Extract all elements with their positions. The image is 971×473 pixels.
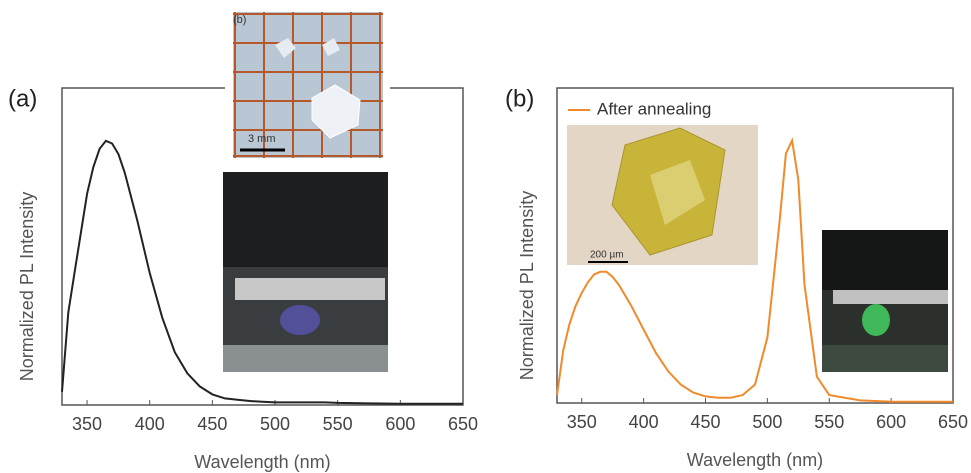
inset-label: 200 µm	[590, 250, 624, 261]
x-tick-label: 450	[690, 412, 720, 432]
y-axis-label: Normalized PL Intensity	[517, 191, 537, 380]
x-tick-label: 500	[260, 414, 290, 434]
x-tick-label: 550	[814, 412, 844, 432]
x-tick-label: 400	[135, 414, 165, 434]
plots: 350 400 450 500 550 600 650 Wavelength (nm) Norm…	[8, 85, 968, 471]
x-tick-label: 400	[629, 412, 659, 432]
inset-photo-grid: (b) 3 mm	[225, 8, 390, 163]
inset-label: (b)	[233, 14, 246, 26]
x-tick-label: 600	[876, 412, 906, 432]
x-tick-label: 450	[197, 414, 227, 434]
inset-photo-lens	[223, 172, 388, 372]
inset-photo-crystal: 200 µm	[567, 125, 758, 265]
x-tick-label: 350	[567, 412, 597, 432]
panel-label: (b)	[505, 85, 534, 112]
x-tick-label: 650	[448, 414, 478, 434]
plot-frame	[556, 87, 954, 404]
inset-photo-green	[822, 230, 948, 372]
panel-label: (a)	[8, 85, 37, 112]
x-tick-label: 650	[938, 412, 968, 432]
x-axis-label: Wavelength (nm)	[687, 450, 823, 470]
x-tick-label: 550	[323, 414, 353, 434]
line	[61, 139, 463, 405]
inset-label: 3 mm	[248, 133, 276, 145]
line	[556, 137, 953, 403]
x-tick-label: 350	[72, 414, 102, 434]
x-tick-label: 500	[752, 412, 782, 432]
legend-label: After annealing	[597, 99, 711, 118]
x-axis-label: Wavelength (nm)	[194, 452, 330, 472]
y-axis-label: Normalized PL Intensity	[17, 192, 37, 381]
x-tick-label: 600	[385, 414, 415, 434]
